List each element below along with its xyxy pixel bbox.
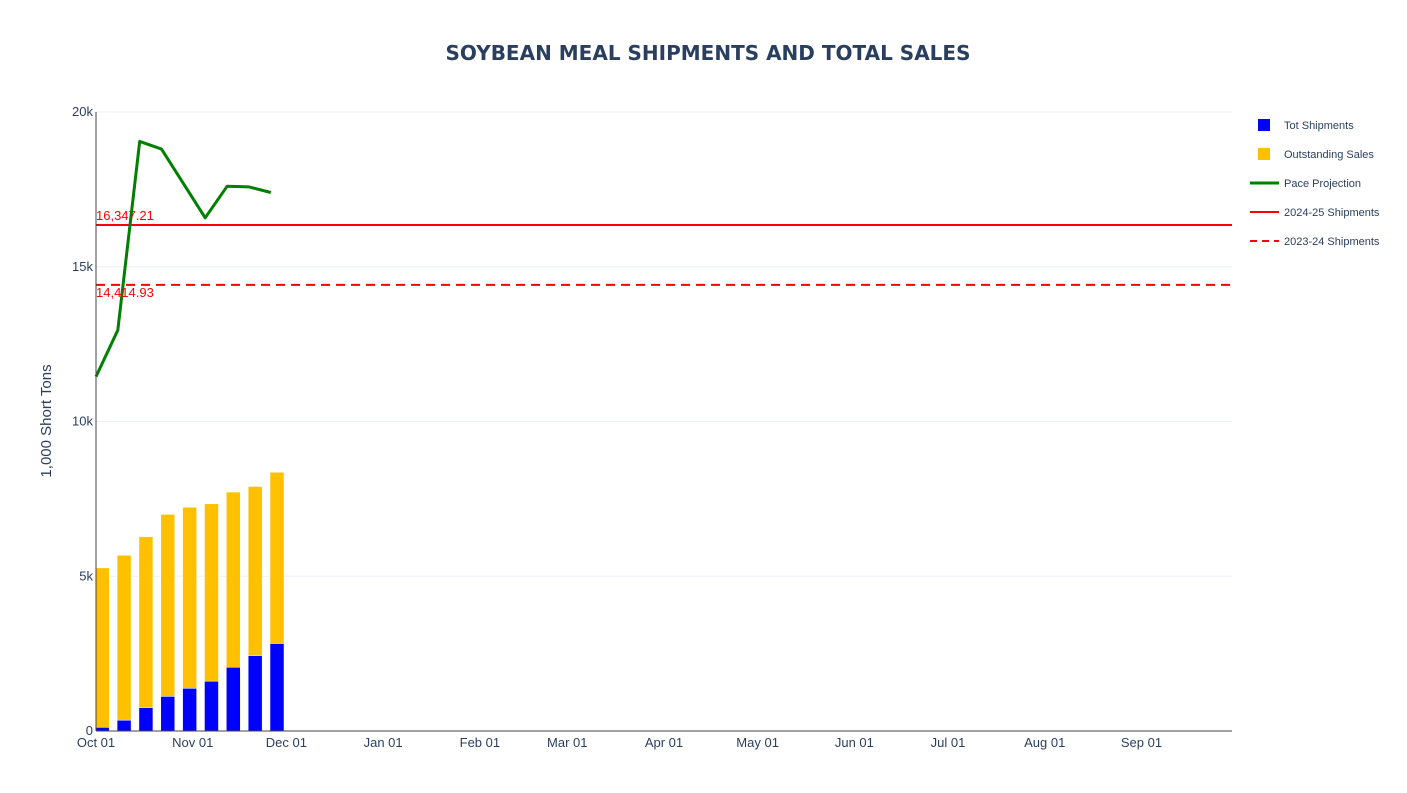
legend-label: 2023-24 Shipments	[1284, 236, 1380, 248]
x-tick-label: Feb 01	[460, 735, 500, 750]
bar-outstanding-sales	[247, 486, 263, 656]
bar-outstanding-sales	[116, 554, 132, 721]
x-tick-label: Oct 01	[77, 735, 115, 750]
lines	[94, 139, 1232, 378]
reference-line-label: 16,347.21	[96, 208, 154, 223]
y-axis-title: 1,000 Short Tons	[38, 364, 55, 477]
axes: 0 5k 10k 15k 20k Oct 01 Nov 01 Dec 01 Jan 01 Feb …	[72, 104, 1232, 750]
legend-label: 2024-25 Shipments	[1284, 207, 1380, 219]
bar-tot-shipments	[269, 643, 285, 732]
x-tick-label: May 01	[736, 735, 779, 750]
y-tick-label: 0	[86, 723, 93, 738]
legend: Tot Shipments Outstanding Sales Pace Proje…	[1250, 119, 1380, 248]
x-tick-label: Nov 01	[172, 735, 213, 750]
gridlines	[96, 111, 1232, 577]
reference-line-label: 14,414.93	[96, 285, 154, 300]
bar-tot-shipments	[116, 719, 132, 732]
x-tick-label: Jul 01	[931, 735, 966, 750]
bar-outstanding-sales	[204, 503, 219, 682]
legend-label: Tot Shipments	[1284, 120, 1354, 132]
pace-projection-line	[94, 139, 272, 378]
bar-outstanding-sales	[160, 514, 176, 697]
x-tick-label: Mar 01	[547, 735, 587, 750]
bar-tot-shipments	[247, 655, 263, 732]
bar-tot-shipments	[182, 688, 197, 732]
bar-outstanding-sales	[182, 506, 197, 689]
bar-outstanding-sales	[269, 472, 285, 644]
annotations: 16,347.21 14,414.93	[96, 208, 154, 300]
x-tick-label: Jun 01	[835, 735, 874, 750]
bar-tot-shipments	[138, 707, 154, 732]
y-tick-label: 5k	[79, 568, 93, 583]
legend-swatch	[1258, 119, 1270, 131]
bar-outstanding-sales	[226, 491, 241, 668]
legend-label: Outstanding Sales	[1284, 149, 1374, 161]
bar-outstanding-sales	[94, 567, 110, 728]
x-tick-label: Apr 01	[645, 735, 683, 750]
chart-title: SOYBEAN MEAL SHIPMENTS AND TOTAL SALES	[446, 41, 971, 65]
legend-label: Pace Projection	[1284, 178, 1361, 190]
bar-tot-shipments	[204, 680, 219, 732]
bar-tot-shipments	[94, 727, 110, 732]
x-tick-label: Jan 01	[364, 735, 403, 750]
y-tick-label: 10k	[72, 414, 93, 429]
bar-tot-shipments	[160, 696, 176, 732]
legend-swatch	[1258, 148, 1270, 160]
bar-outstanding-sales	[138, 536, 154, 708]
y-tick-label: 20k	[72, 104, 93, 119]
x-tick-label: Aug 01	[1024, 735, 1065, 750]
x-tick-label: Sep 01	[1121, 735, 1162, 750]
x-tick-label: Dec 01	[266, 735, 307, 750]
bars	[94, 472, 285, 732]
bar-tot-shipments	[226, 666, 241, 732]
y-tick-label: 15k	[72, 259, 93, 274]
